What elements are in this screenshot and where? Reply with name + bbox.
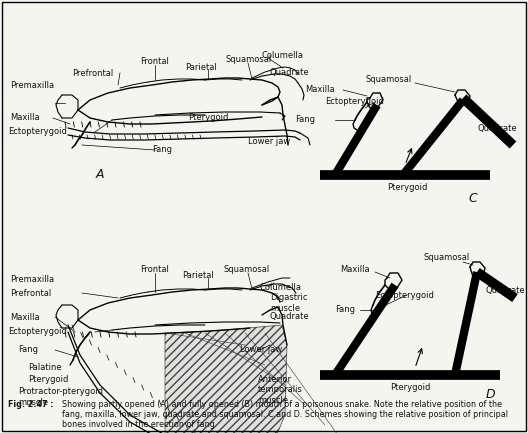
Text: Parietal: Parietal (185, 62, 217, 71)
Text: Columella: Columella (262, 51, 304, 59)
Text: Columella: Columella (260, 282, 302, 291)
Text: Squamosal: Squamosal (225, 55, 271, 65)
Text: Frontal: Frontal (140, 265, 169, 275)
Text: Showing partly opened (A) and fully opened (B) mouth of a poisonous snake. Note : Showing partly opened (A) and fully open… (62, 400, 502, 409)
Text: Maxilla: Maxilla (10, 113, 40, 123)
Text: Quadrate: Quadrate (270, 313, 309, 321)
Polygon shape (165, 325, 287, 433)
Text: Parietal: Parietal (182, 271, 214, 279)
Text: Frontal: Frontal (140, 58, 169, 67)
Text: A: A (96, 168, 104, 181)
Text: D: D (485, 388, 495, 401)
Text: Premaxilla: Premaxilla (10, 81, 54, 90)
Text: Prefrontal: Prefrontal (10, 288, 51, 297)
Text: Fang: Fang (18, 346, 38, 355)
Text: Fang: Fang (152, 145, 172, 155)
Text: Quadrate: Quadrate (485, 285, 525, 294)
Text: Pterygoid: Pterygoid (28, 375, 68, 385)
Text: Ectopterygoid: Ectopterygoid (325, 97, 384, 107)
Text: Quadrate: Quadrate (477, 123, 516, 132)
Text: Prefrontal: Prefrontal (72, 68, 113, 78)
Text: Anterior
temporalis
muscle: Anterior temporalis muscle (258, 375, 303, 405)
Text: Protractor-pterygoid
muscle: Protractor-pterygoid muscle (18, 387, 103, 407)
Text: Digastric
muscle: Digastric muscle (270, 293, 307, 313)
Text: Maxilla: Maxilla (10, 313, 40, 321)
Text: Premaxilla: Premaxilla (10, 275, 54, 284)
Text: Ectopterygoid: Ectopterygoid (375, 291, 434, 300)
Text: Palatine: Palatine (28, 362, 62, 372)
Text: Lower jaw: Lower jaw (248, 138, 290, 146)
Text: Fig. 2.47 :: Fig. 2.47 : (8, 400, 53, 409)
Text: C: C (469, 191, 477, 204)
Text: Quadrate: Quadrate (270, 68, 309, 77)
Text: Pterygoid: Pterygoid (390, 384, 430, 392)
Text: Fang: Fang (295, 116, 315, 125)
Text: Ectopterygoid: Ectopterygoid (8, 127, 67, 136)
Text: Maxilla: Maxilla (305, 85, 335, 94)
Text: bones involved in the erection of fang: bones involved in the erection of fang (62, 420, 215, 429)
Text: Ectopterygoid: Ectopterygoid (8, 327, 67, 336)
Text: fang, maxilla, lower jaw, quadrate and squamosal. C and D. Schemes showing the r: fang, maxilla, lower jaw, quadrate and s… (62, 410, 508, 419)
Text: Maxilla: Maxilla (340, 265, 370, 275)
Text: Pterygoid: Pterygoid (188, 113, 229, 123)
Text: Fang: Fang (335, 306, 355, 314)
Text: Squamosal: Squamosal (423, 253, 469, 262)
Text: Squamosal: Squamosal (224, 265, 270, 275)
Text: Squamosal: Squamosal (365, 75, 411, 84)
Text: Lower jaw: Lower jaw (240, 346, 282, 355)
Text: Pterygoid: Pterygoid (387, 184, 427, 193)
